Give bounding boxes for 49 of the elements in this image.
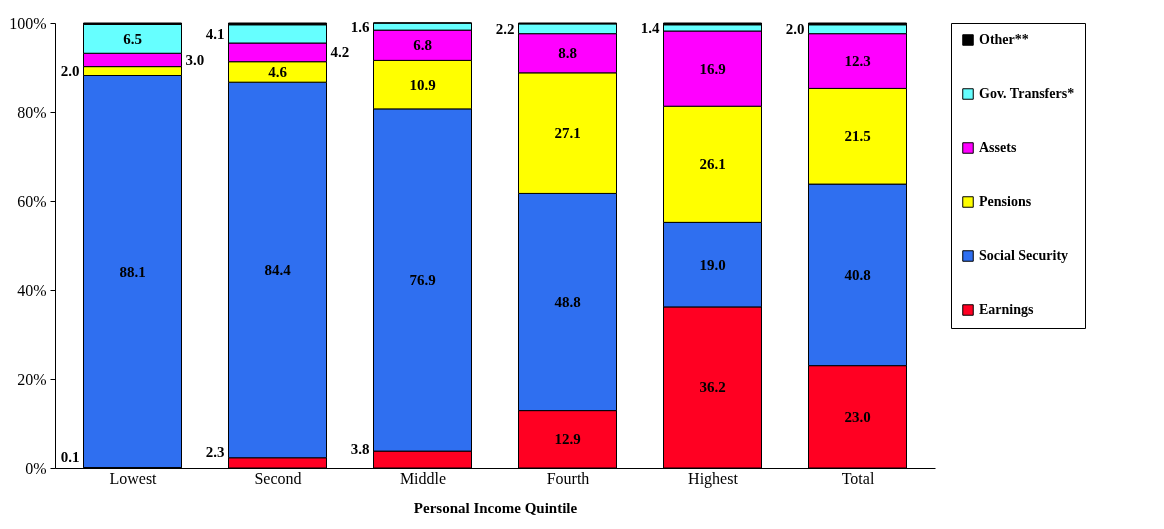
x-tick-label: Lowest <box>109 469 158 487</box>
legend-label: Earnings <box>979 302 1035 317</box>
data-label: 6.5 <box>123 30 142 47</box>
y-tick-label: 0% <box>25 459 47 477</box>
data-label: 3.0 <box>185 51 205 68</box>
data-label: 2.0 <box>60 63 80 80</box>
data-label: 2.2 <box>495 20 515 37</box>
x-tick-label: Fourth <box>546 469 590 487</box>
data-label: 2.0 <box>785 21 805 38</box>
data-label: 26.1 <box>699 156 726 173</box>
data-label: 12.9 <box>554 431 581 448</box>
data-label: 4.6 <box>268 63 288 80</box>
x-tick-label: Second <box>254 469 302 487</box>
data-label: 36.2 <box>699 379 726 396</box>
x-tick-label: Middle <box>399 469 447 487</box>
data-label: 27.1 <box>554 125 581 142</box>
data-label: 4.2 <box>330 44 350 61</box>
data-label: 4.1 <box>205 25 225 42</box>
legend-label: Other** <box>979 32 1029 47</box>
y-tick-label: 80% <box>17 103 47 121</box>
data-label: 40.8 <box>844 266 871 283</box>
data-label: 1.4 <box>640 19 660 36</box>
data-label: 48.8 <box>554 294 581 311</box>
data-label: 6.8 <box>413 37 432 54</box>
data-label: 0.1 <box>60 448 80 465</box>
data-label: 84.4 <box>264 261 292 278</box>
x-axis-title: Personal Income Quintile <box>413 499 578 516</box>
data-label: 12.3 <box>844 53 871 70</box>
y-tick-label: 60% <box>17 192 47 210</box>
data-label: 10.9 <box>409 76 436 93</box>
x-tick-label: Total <box>841 469 875 487</box>
y-tick-label: 100% <box>9 14 47 32</box>
y-tick-label: 20% <box>17 370 47 388</box>
legend-label: Assets <box>979 140 1017 155</box>
data-label: 8.8 <box>558 45 577 62</box>
data-label: 76.9 <box>409 271 436 288</box>
legend-label: Pensions <box>979 194 1032 209</box>
y-tick-label: 40% <box>17 281 47 299</box>
data-label: 2.3 <box>205 443 225 460</box>
data-label: 21.5 <box>844 128 871 145</box>
x-tick-label: Highest <box>688 469 739 488</box>
data-label: 16.9 <box>699 60 726 77</box>
data-label: 88.1 <box>119 263 146 280</box>
data-label: 3.8 <box>350 440 370 457</box>
data-label: 1.6 <box>350 18 370 35</box>
legend-label: Social Security <box>979 248 1069 263</box>
legend-label: Gov. Transfers* <box>979 86 1075 101</box>
data-label: 23.0 <box>844 408 871 425</box>
data-label: 19.0 <box>699 256 726 273</box>
